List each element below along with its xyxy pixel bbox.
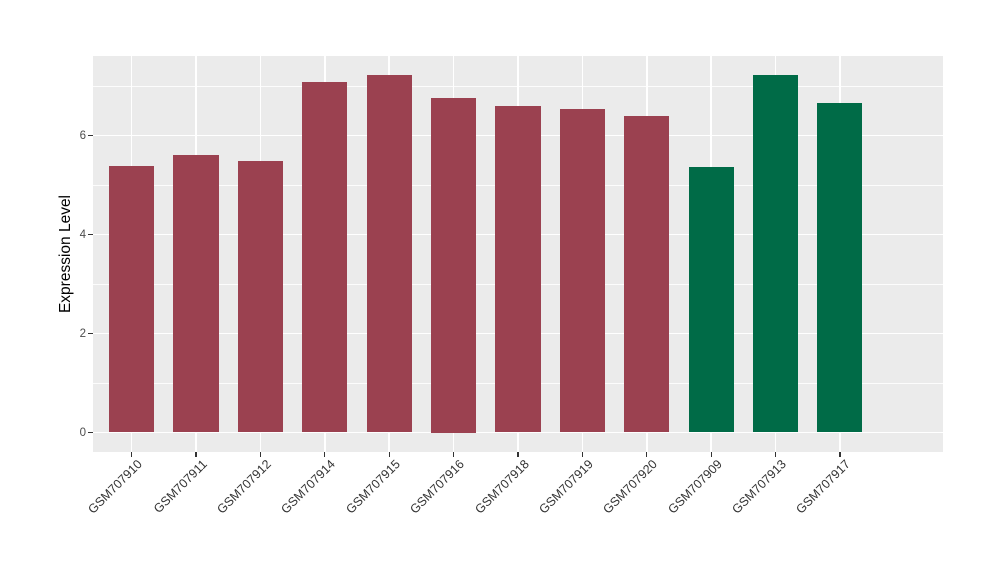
- y-axis-tick-label: 6: [79, 129, 86, 142]
- x-axis-tick-mark: [388, 452, 390, 457]
- x-axis-tick-mark: [774, 452, 777, 457]
- x-axis-tick-mark: [710, 452, 712, 457]
- bar-gsm707915: [366, 74, 412, 433]
- x-axis-tick-mark: [259, 452, 261, 457]
- x-axis-tick-mark: [517, 452, 519, 457]
- x-axis-tick-mark: [581, 452, 583, 457]
- bar-gsm707920: [624, 116, 670, 433]
- plot-panel: [93, 56, 943, 452]
- x-axis-tick-mark: [839, 452, 841, 457]
- bar-gsm707916: [431, 98, 477, 433]
- x-axis-tick-mark: [453, 452, 455, 457]
- y-axis-tick-mark: [88, 134, 93, 137]
- bar-gsm707918: [495, 105, 541, 433]
- y-axis-tick-mark: [88, 332, 93, 335]
- bar-gsm707914: [302, 82, 348, 433]
- y-axis-tick-label: 0: [79, 426, 86, 439]
- bar-gsm707919: [559, 109, 605, 433]
- x-axis-tick-mark: [324, 452, 326, 457]
- y-axis-title: Expression Level: [57, 194, 74, 314]
- y-axis-tick-label: 4: [79, 228, 86, 241]
- x-axis-tick-mark: [131, 452, 133, 457]
- y-axis-tick-mark: [88, 233, 93, 236]
- bar-gsm707911: [173, 155, 219, 433]
- bar-gsm707910: [109, 166, 155, 433]
- x-axis-tick-label: GSM707910: [85, 457, 146, 517]
- bar-gsm707912: [237, 161, 283, 433]
- bar-gsm707917: [817, 102, 863, 433]
- bar-gsm707909: [688, 167, 734, 433]
- y-axis-tick-mark: [88, 431, 93, 434]
- x-axis-tick-mark: [195, 452, 197, 457]
- x-axis-tick-mark: [646, 452, 648, 457]
- y-axis-tick-label: 2: [79, 327, 86, 340]
- bar-gsm707913: [753, 75, 799, 433]
